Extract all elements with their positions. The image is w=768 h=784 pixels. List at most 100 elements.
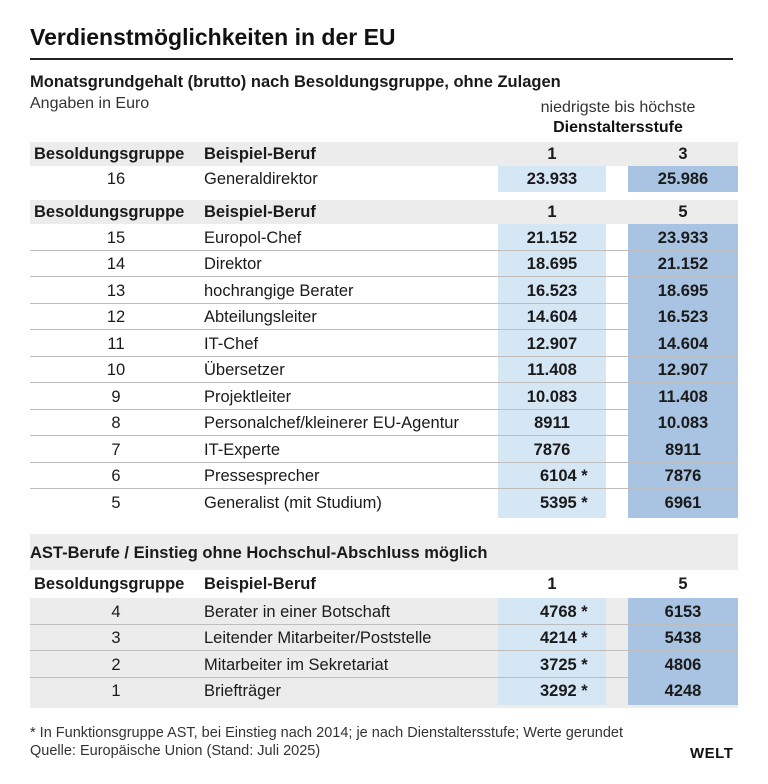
col-header-step-high: 5 — [678, 203, 688, 221]
cell-step-high: 5438 — [664, 629, 702, 647]
cell-step-low: 12.907 — [526, 334, 578, 353]
cell-group: 12 — [106, 308, 126, 326]
ast-header-white — [30, 570, 738, 598]
page-title: Verdienstmöglichkeiten in der EU — [30, 24, 396, 50]
row-divider — [30, 355, 738, 357]
col-header-step-high: 3 — [678, 145, 688, 163]
cell-step-low: 18.695 — [526, 255, 578, 273]
step-note-line1: niedrigste bis höchste — [540, 99, 696, 116]
section2-header-band — [30, 200, 738, 224]
cell-step-high: 10.083 — [657, 414, 709, 432]
col-header-step-low: 1 — [547, 575, 557, 593]
section1-col1-bg — [498, 166, 606, 192]
table-row: 14 Direktor 18.695 21.152 — [30, 251, 738, 277]
cell-job: IT-Experte — [204, 440, 281, 459]
cell-job: Personalchef/kleinerer EU-Agentur — [204, 414, 459, 432]
cell-step-low: 14.604 — [526, 308, 578, 326]
cell-step-high: 6153 — [664, 602, 702, 621]
cell-step-high: 4248 — [664, 682, 702, 700]
cell-step-low: 7876 — [533, 440, 571, 459]
table-row: 15 Europol-Chef 21.152 23.933 — [30, 225, 738, 251]
cell-step-high: 21.152 — [657, 255, 709, 273]
cell-job: Leitender Mitarbeiter/Poststelle — [204, 629, 432, 647]
cell-group: 9 — [111, 387, 121, 406]
cell-job: Übersetzer — [204, 361, 285, 379]
cell-step-high: 25.986 — [657, 170, 709, 188]
cell-job: Pressesprecher — [204, 467, 320, 485]
cell-step-high: 16.523 — [657, 308, 709, 326]
row-divider — [30, 276, 738, 277]
cell-step-high: 23.933 — [657, 228, 709, 247]
cell-group: 7 — [111, 440, 121, 459]
cell-step-low: 4214 * — [540, 629, 588, 647]
cell-job: Berater in einer Botschaft — [204, 602, 391, 621]
cell-step-high: 11.408 — [658, 387, 708, 406]
cell-group: 10 — [106, 361, 126, 379]
cell-step-high: 6961 — [664, 493, 702, 512]
cell-step-low: 21.152 — [526, 228, 578, 247]
row-divider — [30, 408, 738, 410]
cell-job: Projektleiter — [204, 387, 292, 406]
section1-col2-bg — [628, 166, 738, 192]
section2-col2-bg — [628, 224, 738, 518]
cell-step-high: 14.604 — [657, 334, 709, 353]
row-divider — [30, 435, 738, 436]
col-header-step-low: 1 — [547, 145, 557, 163]
cell-job: Europol-Chef — [204, 228, 302, 247]
row-divider — [30, 488, 738, 489]
col-header-job: Beispiel-Beruf — [204, 145, 316, 163]
footnote: * In Funktionsgruppe AST, bei Einstieg n… — [30, 725, 623, 741]
cell-group: 11 — [107, 334, 125, 353]
cell-group: 5 — [111, 493, 121, 512]
cell-group: 16 — [106, 170, 126, 188]
cell-job: Direktor — [204, 255, 262, 273]
welt-logo: WELT — [690, 745, 734, 762]
ast-band — [30, 534, 738, 708]
table-row: 11 IT-Chef 12.907 14.604 — [30, 331, 738, 357]
row-divider — [30, 650, 738, 651]
col-header-group: Besoldungsgruppe — [34, 203, 185, 221]
cell-group: 13 — [106, 281, 126, 300]
section1-header-band — [30, 142, 738, 166]
row-divider — [30, 302, 738, 304]
cell-group: 4 — [111, 602, 121, 621]
col-header-group: Besoldungsgruppe — [34, 145, 185, 163]
row-divider — [30, 382, 738, 383]
cell-group: 6 — [111, 467, 121, 485]
table-row: 4 Berater in einer Botschaft 4768 * 6153 — [30, 599, 738, 625]
cell-job: Generalist (mit Studium) — [204, 493, 382, 512]
section2-header: Besoldungsgruppe Beispiel-Beruf 1 5 — [30, 200, 738, 224]
cell-step-low: 4768 * — [540, 602, 588, 621]
cell-group: 2 — [111, 655, 121, 674]
title-rule — [30, 58, 733, 60]
cell-step-low: 3292 * — [540, 682, 588, 700]
section1-header: Besoldungsgruppe Beispiel-Beruf 1 3 — [30, 142, 738, 166]
cell-step-high: 7876 — [664, 467, 702, 485]
source-note: Quelle: Europäische Union (Stand: Juli 2… — [30, 743, 321, 759]
table-row: 9 Projektleiter 10.083 11.408 — [30, 384, 738, 410]
cell-step-high: 18.695 — [657, 281, 709, 300]
cell-group: 8 — [111, 414, 121, 432]
cell-job: Generaldirektor — [204, 170, 318, 188]
table-row: 10 Übersetzer 11.408 12.907 — [30, 357, 738, 383]
cell-step-low: 10.083 — [526, 387, 578, 406]
table-row: 8 Personalchef/kleinerer EU-Agentur 8911 10… — [30, 410, 738, 436]
unit-note: Angaben in Euro — [30, 95, 150, 112]
cell-step-low: 5395 * — [540, 493, 588, 512]
table-row: 2 Mitarbeiter im Sekretariat 3725 * 4806 — [30, 652, 738, 678]
cell-group: 1 — [111, 682, 121, 700]
row-divider — [30, 329, 738, 330]
cell-group: 14 — [106, 255, 126, 273]
step-note-line2: Dienstaltersstufe — [553, 119, 683, 136]
table-row: 3 Leitender Mitarbeiter/Poststelle 4214 * 5… — [30, 625, 738, 651]
table-row: 16 Generaldirektor 23.933 25.986 — [30, 166, 738, 192]
col-header-job: Beispiel-Beruf — [204, 575, 316, 593]
col-header-group: Besoldungsgruppe — [34, 575, 185, 593]
cell-job: Briefträger — [204, 682, 282, 700]
ast-col1-bg — [498, 598, 606, 705]
table-row: 5 Generalist (mit Studium) 5395 * 6961 — [30, 490, 738, 516]
cell-step-high: 8911 — [665, 440, 701, 459]
subtitle: Monatsgrundgehalt (brutto) nach Besoldun… — [30, 73, 561, 91]
cell-job: IT-Chef — [204, 334, 259, 353]
cell-group: 15 — [106, 228, 126, 247]
